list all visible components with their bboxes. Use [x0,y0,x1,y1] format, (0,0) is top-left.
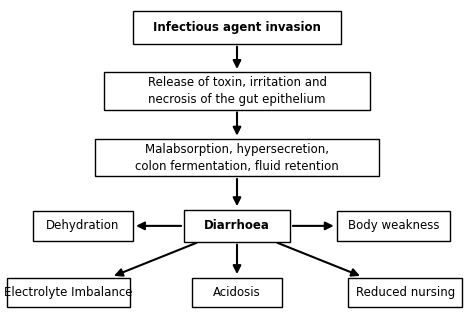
Text: Dehydration: Dehydration [46,219,119,232]
FancyBboxPatch shape [7,278,130,307]
Text: Body weakness: Body weakness [347,219,439,232]
FancyBboxPatch shape [192,278,282,307]
Text: Release of toxin, irritation and
necrosis of the gut epithelium: Release of toxin, irritation and necrosi… [147,76,327,106]
Text: Malabsorption, hypersecretion,
colon fermentation, fluid retention: Malabsorption, hypersecretion, colon fer… [135,143,339,173]
FancyBboxPatch shape [95,139,379,176]
Text: Acidosis: Acidosis [213,286,261,299]
Text: Reduced nursing: Reduced nursing [356,286,455,299]
Text: Electrolyte Imbalance: Electrolyte Imbalance [4,286,133,299]
FancyBboxPatch shape [133,11,341,44]
FancyBboxPatch shape [184,210,290,242]
FancyBboxPatch shape [104,72,370,110]
FancyBboxPatch shape [348,278,462,307]
Text: Diarrhoea: Diarrhoea [204,219,270,232]
Text: Infectious agent invasion: Infectious agent invasion [153,21,321,34]
FancyBboxPatch shape [33,211,133,240]
FancyBboxPatch shape [337,211,450,240]
